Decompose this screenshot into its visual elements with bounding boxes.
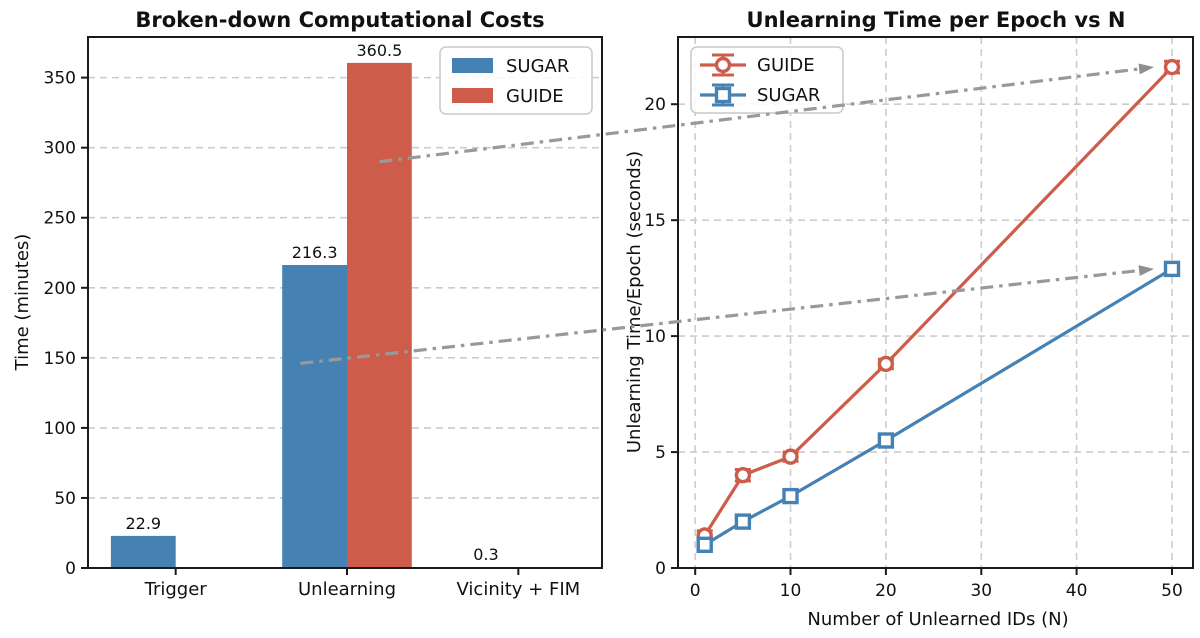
bar-sugar-trigger [110, 535, 176, 568]
y-tick-label: 0 [655, 559, 666, 579]
y-tick-label: 350 [44, 69, 76, 89]
y-tick-label: 0 [65, 559, 76, 579]
data-point-guide [782, 448, 799, 465]
x-tick-label: 10 [780, 581, 802, 601]
y-tick-label: 150 [44, 349, 76, 369]
x-tick-label: 30 [970, 581, 992, 601]
x-tick-label: 20 [875, 581, 897, 601]
y-tick-label: 100 [44, 419, 76, 439]
bar-chart: Broken-down Computational Costs Time (mi… [12, 8, 603, 600]
data-point-sugar [1163, 260, 1181, 278]
legend-marker-sugar [714, 86, 732, 104]
legend-swatch-sugar [452, 58, 493, 73]
data-point-guide [1163, 58, 1181, 76]
bar-guide-unlearning [347, 62, 412, 569]
legend-marker-guide [714, 56, 732, 74]
y-tick-label: 20 [644, 95, 666, 115]
y-tick-label: 300 [44, 139, 76, 159]
bar-value-label: 216.3 [292, 243, 338, 262]
x-tick-label: Unlearning [298, 579, 396, 600]
connector-sugar-arrowhead [1138, 265, 1154, 276]
y-tick-label: 50 [54, 489, 76, 509]
data-point-guide [734, 467, 752, 484]
x-tick-label: 0 [690, 581, 701, 601]
line-plot-area: 0 10 20 30 40 50 0 5 10 15 20 GUIDE SUGAR [644, 36, 1194, 601]
connector-sugar-line [300, 268, 1146, 365]
bar-axes-frame [87, 36, 603, 569]
y-tick-label: 15 [644, 211, 666, 231]
connector-guide-arrowhead [1138, 63, 1154, 75]
line-chart-x-axis-label: Number of Unlearned IDs (N) [807, 609, 1068, 630]
bar-sugar-unlearning [282, 265, 347, 568]
y-tick-label: 5 [655, 443, 666, 463]
legend-label-sugar: SUGAR [506, 56, 569, 77]
x-tick-label: Trigger [144, 579, 208, 600]
line-series-guide [703, 65, 1174, 537]
data-point-sugar [877, 432, 895, 449]
line-axes-frame [677, 36, 1194, 569]
line-chart: Unlearning Time per Epoch vs N Unlearnin… [624, 8, 1194, 630]
bar-plot-area: 22.9 216.3 0.3 360.5 0 50 100 150 200 250 300 350 Tr… [44, 36, 603, 600]
legend-swatch-guide [452, 88, 493, 103]
bar-chart-title: Broken-down Computational Costs [135, 8, 544, 32]
bar-chart-y-axis-label: Time (minutes) [12, 234, 33, 372]
bar-value-label: 360.5 [356, 41, 402, 60]
line-chart-y-axis-label: Unlearning Time/Epoch (seconds) [624, 151, 645, 453]
line-chart-title: Unlearning Time per Epoch vs N [747, 8, 1126, 32]
y-tick-label: 200 [44, 279, 76, 299]
data-point-guide [877, 355, 895, 373]
connector-lines [300, 63, 1154, 365]
legend-label-guide: GUIDE [757, 55, 815, 76]
bar-value-label: 0.3 [473, 545, 498, 564]
y-tick-label: 10 [644, 327, 666, 347]
data-point-sugar [734, 513, 752, 530]
x-tick-label: 50 [1161, 581, 1183, 601]
data-point-sugar [782, 487, 799, 505]
bar-value-label: 22.9 [125, 514, 161, 533]
legend-label-guide: GUIDE [506, 86, 564, 107]
data-point-sugar [696, 536, 713, 553]
x-tick-label: Vicinity + FIM [457, 579, 581, 600]
legend-label-sugar: SUGAR [757, 85, 820, 106]
x-tick-label: 40 [1066, 581, 1088, 601]
y-tick-label: 250 [44, 209, 76, 229]
